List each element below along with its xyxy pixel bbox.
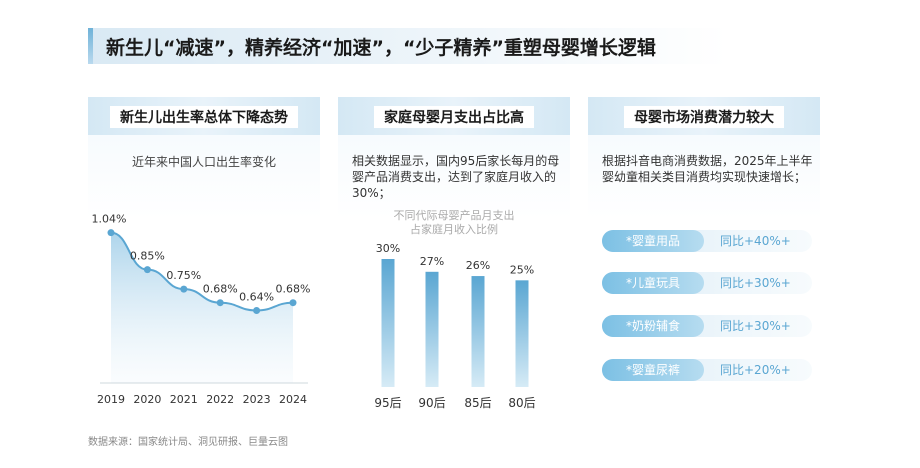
data-label: 1.04% <box>92 213 127 226</box>
growth-value: 同比+40%+ <box>720 234 791 248</box>
line-point <box>180 285 188 293</box>
birth-rate-panel: 新生儿出生率总体下降态势 近年来中国人口出生率变化 1.04% 2019 0.85%… <box>88 97 320 417</box>
chart-title-line-1: 不同代际母婴产品月支出 <box>393 209 515 222</box>
line-point <box>216 299 224 307</box>
bar <box>471 276 485 387</box>
category-label: *奶粉辅食 <box>602 315 704 337</box>
page-title: 新生儿“减速”，精养经济“加速”，“少子精养”重塑母婴增长逻辑 <box>106 37 656 59</box>
x-tick-label: 2019 <box>97 393 125 406</box>
x-tick-label: 2021 <box>170 393 198 406</box>
consumption-potential-panel: 母婴市场消费潜力较大 根据抖音电商消费数据，2025年上半年婴幼童相关类目消费均… <box>588 97 820 417</box>
bar-value-label: 30% <box>376 242 400 255</box>
panel-header: 家庭母婴月支出占比高 <box>338 97 570 135</box>
category-label: *儿童玩具 <box>602 272 704 294</box>
panel-header: 新生儿出生率总体下降态势 <box>88 97 320 135</box>
data-label: 0.68% <box>203 283 238 296</box>
panel-title: 母婴市场消费潜力较大 <box>624 106 784 128</box>
category-label: *婴童尿裤 <box>602 359 704 381</box>
bar-value-label: 26% <box>466 259 490 272</box>
data-label: 0.64% <box>239 290 274 303</box>
line-point <box>143 266 151 274</box>
bar <box>381 259 395 387</box>
x-tick-label: 2020 <box>133 393 161 406</box>
bar <box>515 280 529 387</box>
growth-value: 同比+30%+ <box>720 319 791 333</box>
panel-header: 母婴市场消费潜力较大 <box>588 97 820 135</box>
header-accent-bar <box>88 28 93 64</box>
panel-title: 新生儿出生率总体下降态势 <box>110 106 298 128</box>
birth-rate-line-chart: 1.04% 2019 0.85% 2020 0.75% 2021 0.68% 2022 0.64… <box>92 213 311 406</box>
data-source-note: 数据来源：国家统计局、洞见研报、巨量云图 <box>88 437 288 448</box>
category-growth-item: *儿童玩具 同比+30%+ <box>602 272 812 294</box>
x-tick-label: 2023 <box>243 393 271 406</box>
expense-bar-chart: 30% 95后 27% 90后 26% 85后 25% 80后 <box>374 242 535 410</box>
data-label: 0.85% <box>130 250 165 263</box>
panel-title: 家庭母婴月支出占比高 <box>374 106 534 128</box>
line-point <box>107 229 115 237</box>
bar-category-label: 90后 <box>418 396 445 410</box>
category-growth-item: *婴童用品 同比+40%+ <box>602 230 812 252</box>
bar-value-label: 25% <box>510 263 534 276</box>
bar <box>425 271 439 387</box>
chart-title: 不同代际母婴产品月支出 占家庭月收入比例 <box>338 209 570 237</box>
chart-title-line-2: 占家庭月收入比例 <box>410 223 498 236</box>
line-point <box>253 306 261 314</box>
panel-description: 相关数据显示，国内95后家长每月的母婴产品消费支出，达到了家庭月收入的30%； <box>352 154 560 200</box>
data-label: 0.68% <box>276 283 311 296</box>
data-label: 0.75% <box>166 269 201 282</box>
line-area <box>111 232 293 383</box>
bar-category-label: 85后 <box>464 396 491 410</box>
panel-description: 根据抖音电商消费数据，2025年上半年婴幼童相关类目消费均实现快速增长； <box>602 154 813 184</box>
page-header: 新生儿“减速”，精养经济“加速”，“少子精养”重塑母婴增长逻辑 <box>88 28 728 64</box>
growth-value: 同比+30%+ <box>720 276 791 290</box>
expense-share-panel: 家庭母婴月支出占比高 相关数据显示，国内95后家长每月的母婴产品消费支出，达到了… <box>338 97 570 417</box>
category-label: *婴童用品 <box>602 230 704 252</box>
bar-category-label: 95后 <box>374 396 401 410</box>
x-tick-label: 2024 <box>279 393 307 406</box>
chart-title: 近年来中国人口出生率变化 <box>131 155 276 169</box>
bar-category-label: 80后 <box>508 396 535 410</box>
growth-value: 同比+20%+ <box>720 363 791 377</box>
bar-value-label: 27% <box>420 255 444 268</box>
line-point <box>289 299 297 307</box>
x-tick-label: 2022 <box>206 393 234 406</box>
category-growth-item: *奶粉辅食 同比+30%+ <box>602 315 812 337</box>
category-growth-item: *婴童尿裤 同比+20%+ <box>602 359 812 381</box>
